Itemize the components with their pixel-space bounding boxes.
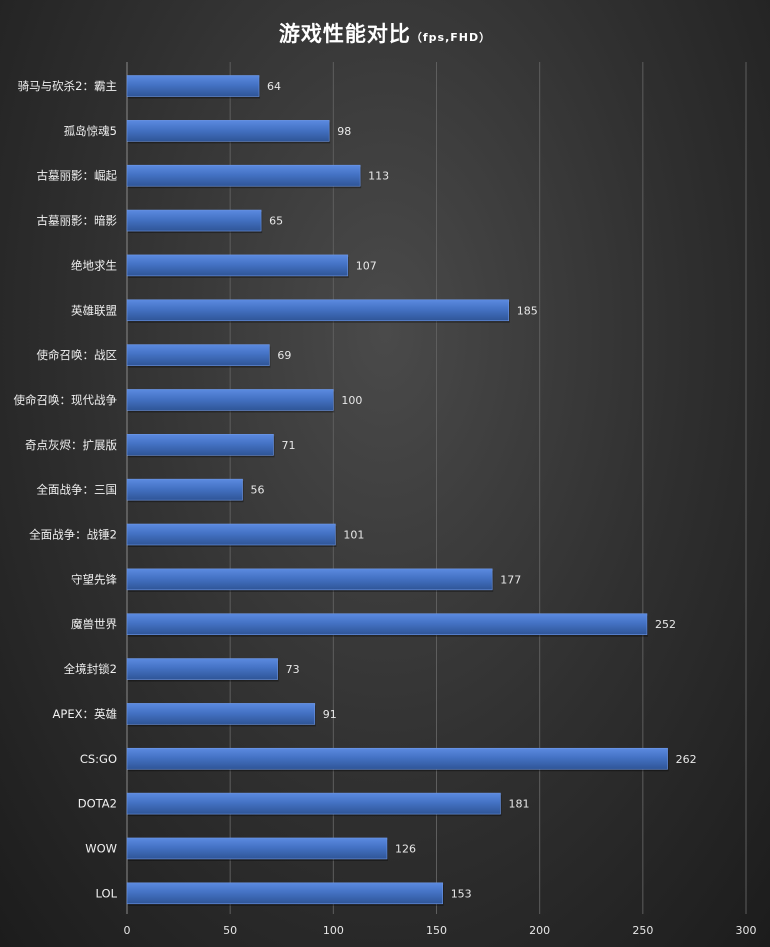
x-tick-label: 200 bbox=[529, 924, 550, 937]
x-tick-label: 50 bbox=[223, 924, 237, 937]
chart-title: 游戏性能对比（fps,FHD） bbox=[0, 18, 770, 48]
bar bbox=[126, 209, 262, 232]
data-label: 73 bbox=[286, 663, 300, 676]
data-label: 177 bbox=[500, 573, 521, 586]
x-tick-label: 100 bbox=[323, 924, 344, 937]
data-label: 153 bbox=[451, 887, 472, 900]
bar bbox=[126, 703, 316, 725]
bar bbox=[126, 344, 270, 366]
bar bbox=[126, 568, 493, 591]
bar bbox=[126, 792, 501, 815]
x-tick-label: 250 bbox=[632, 924, 653, 937]
category-label: 使命召唤：战区 bbox=[37, 348, 118, 362]
chart-subtitle: （fps,FHD） bbox=[410, 31, 492, 44]
data-label: 69 bbox=[277, 349, 291, 362]
bar bbox=[126, 433, 274, 456]
category-label: 孤岛惊魂5 bbox=[64, 124, 117, 138]
labels: 0 50 100 150 200 250 300 骑马与砍杀2：霸主 64 孤岛惊魂5 98 古墓丽影… bbox=[14, 79, 757, 937]
bar bbox=[126, 299, 510, 322]
category-label: 古墓丽影：崛起 bbox=[37, 169, 118, 183]
category-label: 古墓丽影：暗影 bbox=[37, 214, 118, 228]
category-label: APEX：英雄 bbox=[53, 707, 117, 721]
bar bbox=[126, 613, 648, 636]
category-label: 英雄联盟 bbox=[71, 303, 117, 317]
data-label: 56 bbox=[251, 484, 265, 497]
x-tick-label: 0 bbox=[124, 924, 131, 937]
bars bbox=[126, 75, 669, 906]
data-label: 185 bbox=[517, 304, 538, 317]
data-label: 107 bbox=[356, 259, 377, 272]
bar bbox=[126, 120, 330, 142]
data-label: 126 bbox=[395, 842, 416, 855]
bar bbox=[126, 837, 388, 860]
bar bbox=[126, 75, 260, 97]
data-label: 113 bbox=[368, 170, 389, 183]
category-label: 绝地求生 bbox=[71, 258, 117, 272]
bar bbox=[126, 747, 668, 770]
category-label: WOW bbox=[85, 841, 117, 855]
data-label: 262 bbox=[676, 753, 697, 766]
bar bbox=[126, 389, 334, 411]
x-tick-label: 300 bbox=[736, 924, 757, 937]
category-label: 全面战争：战锤2 bbox=[29, 528, 117, 542]
bar bbox=[126, 658, 278, 680]
category-label: 奇点灰烬：扩展版 bbox=[25, 438, 117, 452]
bar bbox=[126, 478, 243, 501]
bar bbox=[126, 523, 336, 546]
category-label: 守望先锋 bbox=[71, 572, 117, 586]
category-label: 骑马与砍杀2：霸主 bbox=[18, 79, 117, 93]
data-label: 91 bbox=[323, 708, 337, 721]
data-label: 65 bbox=[269, 215, 283, 228]
bar bbox=[126, 254, 349, 277]
category-label: 魔兽世界 bbox=[71, 617, 117, 631]
category-label: CS:GO bbox=[80, 752, 117, 766]
category-label: 使命召唤：现代战争 bbox=[14, 393, 118, 407]
chart-title-main: 游戏性能对比 bbox=[278, 22, 411, 46]
data-label: 181 bbox=[508, 798, 529, 811]
category-label: DOTA2 bbox=[78, 797, 117, 811]
bar bbox=[126, 882, 443, 905]
category-label: LOL bbox=[96, 886, 118, 900]
bar bbox=[126, 164, 361, 187]
data-label: 100 bbox=[341, 394, 362, 407]
data-label: 252 bbox=[655, 618, 676, 631]
data-label: 71 bbox=[281, 439, 295, 452]
data-label: 101 bbox=[343, 529, 364, 542]
category-label: 全面战争：三国 bbox=[37, 483, 118, 497]
data-label: 64 bbox=[267, 80, 281, 93]
x-tick-label: 150 bbox=[426, 924, 447, 937]
data-label: 98 bbox=[337, 125, 351, 138]
category-label: 全境封锁2 bbox=[64, 662, 117, 676]
